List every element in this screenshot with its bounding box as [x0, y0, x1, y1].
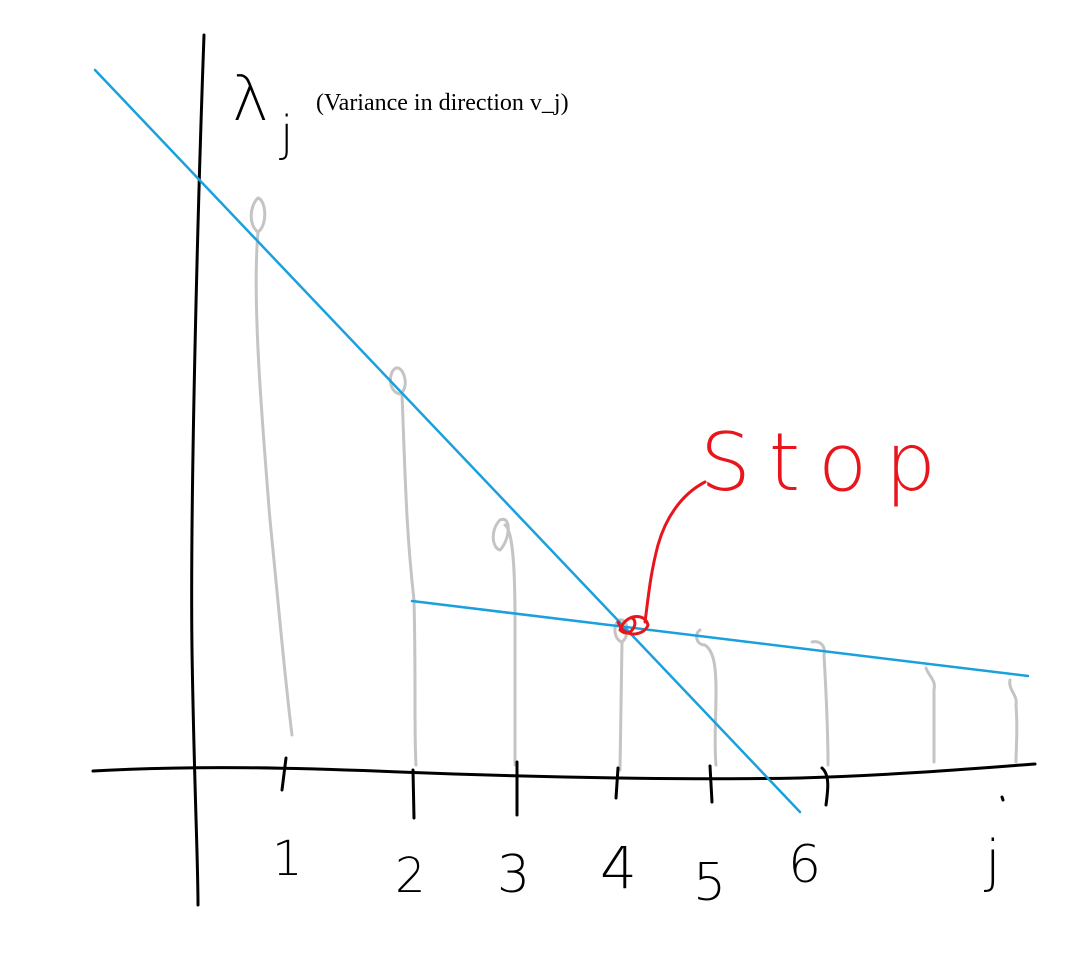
fit-lines: [93, 68, 1030, 814]
tick: [614, 766, 620, 800]
stop-marker: [616, 480, 707, 636]
stem: [810, 640, 830, 767]
tick: [708, 764, 714, 804]
annotation: Stop: [700, 416, 954, 509]
x-label: 5: [693, 853, 726, 913]
tick: [280, 756, 288, 792]
x-label: 6: [788, 835, 821, 895]
stem: [389, 366, 418, 767]
y-label-subscript: j: [279, 106, 293, 162]
axes: [91, 33, 1037, 907]
stem: [249, 196, 294, 737]
stems: [249, 196, 1019, 772]
stem: [1008, 678, 1019, 764]
stem: [491, 517, 517, 767]
x-axis: [91, 762, 1037, 781]
tick: [411, 768, 416, 820]
flat-line: [410, 599, 1030, 678]
tick: [820, 766, 830, 807]
y-label-note: (Variance in direction v_j): [316, 90, 569, 116]
x-label: 4: [600, 834, 637, 902]
circle: [616, 615, 650, 636]
steep-line: [93, 68, 802, 814]
x-label: 2: [395, 848, 426, 904]
x-label: j: [983, 829, 1001, 894]
stem: [924, 666, 936, 764]
x-label: 1: [272, 831, 303, 887]
stem: [613, 618, 629, 772]
y-axis: [190, 33, 206, 907]
arrow: [643, 480, 707, 624]
x-label: 3: [497, 845, 530, 905]
tick: [1000, 795, 1005, 802]
y-label-symbol: λ: [232, 62, 269, 135]
stem: [695, 628, 718, 767]
